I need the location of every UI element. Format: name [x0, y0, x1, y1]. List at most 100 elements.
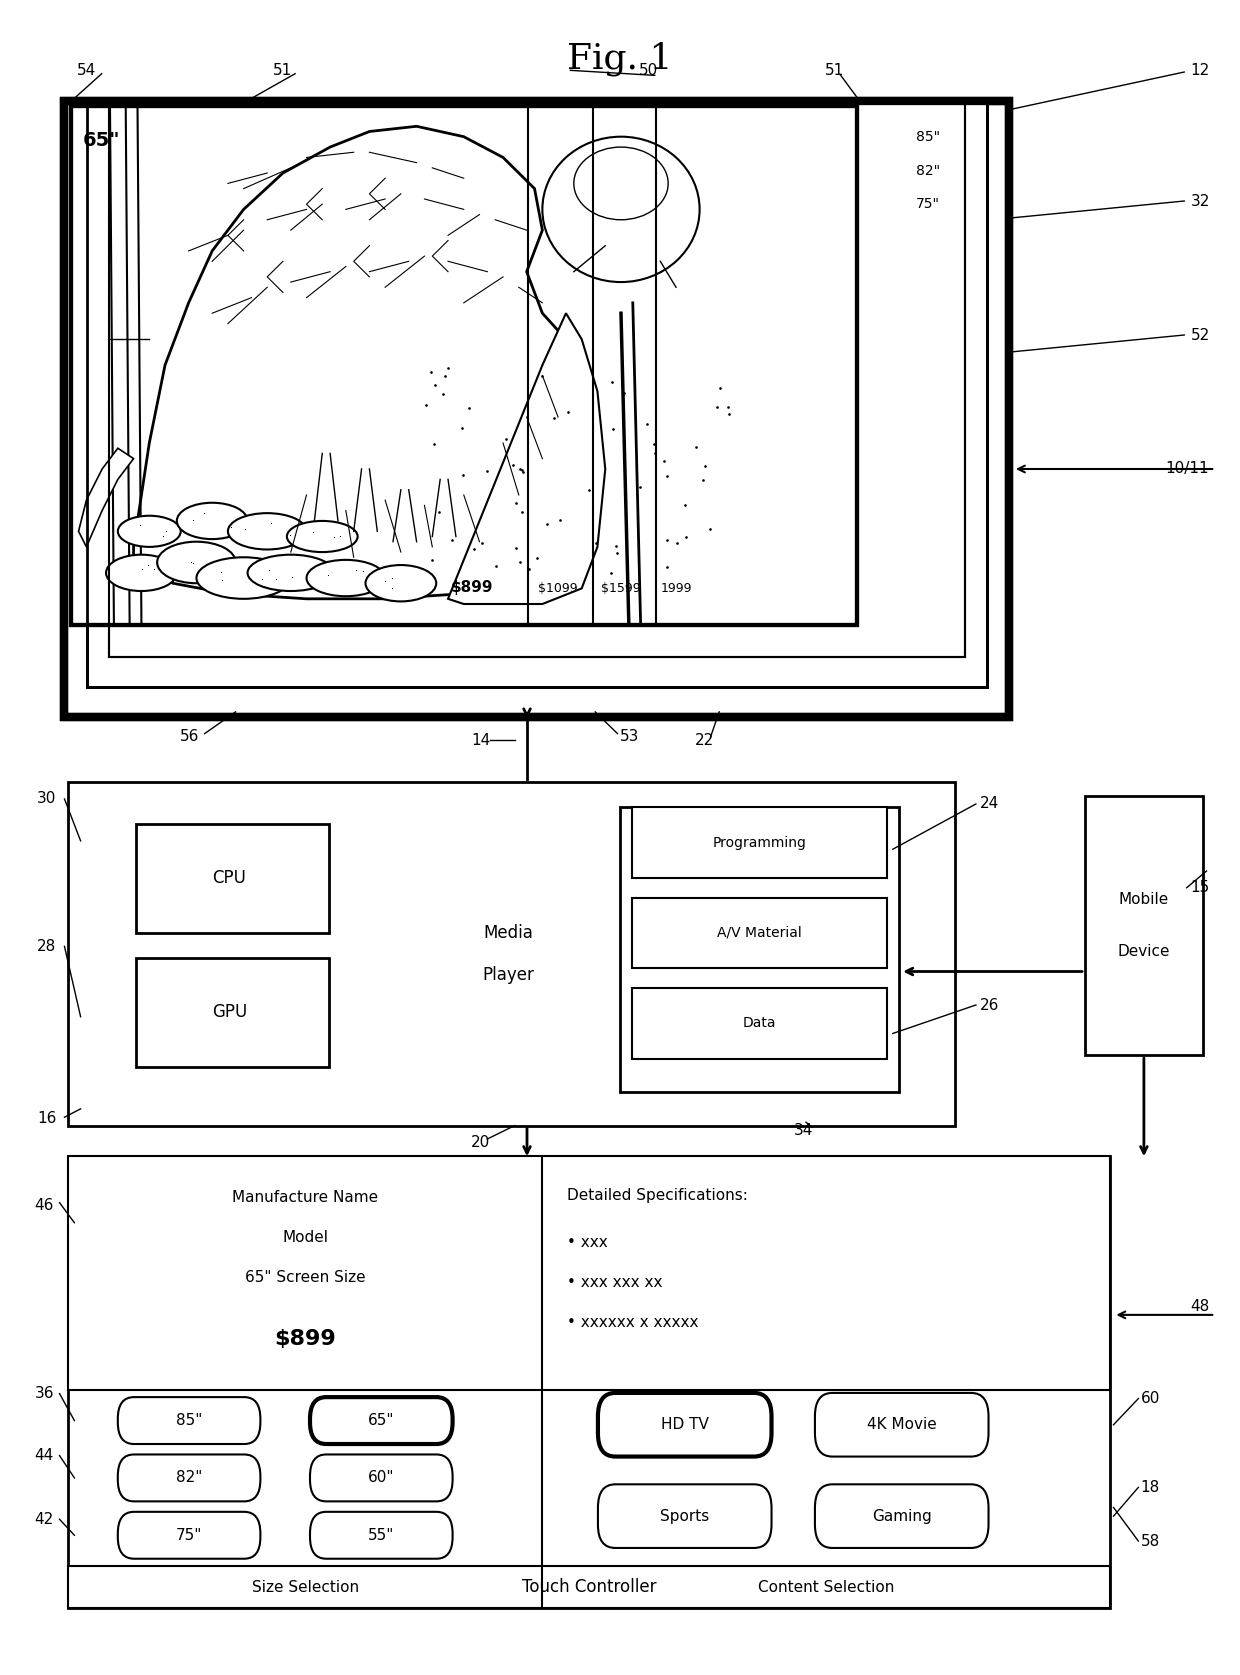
Bar	[71, 106, 857, 625]
Text: 44: 44	[35, 1449, 55, 1462]
Bar	[68, 1156, 1110, 1390]
Text: Data: Data	[743, 1017, 776, 1030]
Text: 4K Movie: 4K Movie	[867, 1417, 936, 1432]
Text: Manufacture Name: Manufacture Name	[232, 1191, 378, 1206]
Bar	[74, 111, 853, 620]
Text: 54: 54	[77, 64, 97, 77]
Text: 52: 52	[1190, 328, 1210, 342]
Text: $1599: $1599	[601, 581, 641, 595]
Text: 12: 12	[1190, 64, 1210, 77]
Text: Media: Media	[484, 925, 533, 941]
Polygon shape	[78, 449, 134, 546]
Text: 65": 65"	[83, 131, 120, 149]
Text: 36: 36	[35, 1387, 55, 1400]
Ellipse shape	[542, 137, 699, 281]
Text: $899: $899	[274, 1328, 336, 1348]
Bar	[87, 100, 987, 687]
Text: 56: 56	[180, 730, 200, 744]
Text: 65" Screen Size: 65" Screen Size	[244, 1270, 366, 1285]
Bar	[87, 100, 987, 687]
Bar	[64, 100, 1009, 717]
Ellipse shape	[574, 147, 668, 219]
FancyBboxPatch shape	[118, 1397, 260, 1444]
Text: • xxxxxx x xxxxx: • xxxxxx x xxxxx	[567, 1315, 698, 1330]
Text: $1099: $1099	[538, 581, 578, 595]
FancyBboxPatch shape	[118, 1454, 260, 1501]
FancyBboxPatch shape	[118, 1513, 260, 1559]
Text: 26: 26	[980, 998, 999, 1012]
Bar	[64, 100, 1009, 717]
Bar	[68, 782, 955, 1126]
Polygon shape	[448, 313, 605, 605]
Bar	[632, 988, 887, 1059]
FancyBboxPatch shape	[815, 1394, 988, 1457]
Ellipse shape	[107, 554, 177, 591]
Bar	[68, 1156, 1110, 1608]
Text: 28: 28	[37, 940, 57, 953]
Bar	[136, 958, 329, 1067]
Text: 32: 32	[1190, 194, 1210, 208]
Text: 85": 85"	[176, 1414, 202, 1429]
Text: 85": 85"	[916, 131, 940, 144]
Text: HD TV: HD TV	[661, 1417, 709, 1432]
Text: Device: Device	[1117, 945, 1171, 958]
Text: Model: Model	[283, 1231, 329, 1245]
FancyBboxPatch shape	[815, 1484, 988, 1548]
Text: Content Selection: Content Selection	[758, 1581, 894, 1595]
Text: 82": 82"	[176, 1471, 202, 1486]
Text: 24: 24	[980, 797, 999, 811]
Text: Detailed Specifications:: Detailed Specifications:	[567, 1188, 748, 1203]
FancyBboxPatch shape	[310, 1397, 453, 1444]
Text: 51: 51	[273, 64, 293, 77]
Text: 46: 46	[35, 1199, 55, 1213]
Text: • xxx: • xxx	[567, 1234, 608, 1250]
Ellipse shape	[157, 541, 236, 583]
Bar	[632, 898, 887, 968]
Text: 34: 34	[794, 1124, 813, 1137]
Text: 60": 60"	[368, 1471, 394, 1486]
Text: 22: 22	[694, 734, 714, 747]
Bar	[109, 100, 965, 657]
Text: 10/11: 10/11	[1166, 462, 1209, 476]
FancyBboxPatch shape	[598, 1484, 771, 1548]
Text: 16: 16	[37, 1112, 57, 1126]
Ellipse shape	[286, 521, 357, 553]
Text: Mobile: Mobile	[1118, 893, 1169, 906]
Text: Sports: Sports	[660, 1509, 709, 1524]
Text: 50: 50	[639, 64, 658, 77]
Text: $899: $899	[450, 580, 492, 595]
Bar	[71, 106, 857, 625]
Bar	[1085, 796, 1203, 1055]
Text: Size Selection: Size Selection	[252, 1581, 358, 1595]
FancyBboxPatch shape	[310, 1454, 453, 1501]
Text: GPU: GPU	[212, 1003, 247, 1020]
Ellipse shape	[366, 564, 436, 601]
Ellipse shape	[306, 559, 386, 596]
Polygon shape	[134, 126, 582, 600]
Text: Touch Controller: Touch Controller	[522, 1578, 656, 1596]
Ellipse shape	[228, 513, 306, 549]
Text: 30: 30	[37, 792, 57, 806]
Text: • xxx xxx xx: • xxx xxx xx	[567, 1275, 662, 1290]
Ellipse shape	[177, 502, 248, 539]
Text: 14: 14	[471, 734, 491, 747]
Text: Fig. 1: Fig. 1	[567, 42, 673, 75]
Text: Gaming: Gaming	[872, 1509, 931, 1524]
Text: 82": 82"	[916, 164, 940, 178]
FancyBboxPatch shape	[598, 1394, 771, 1457]
Bar	[109, 100, 965, 657]
Text: 18: 18	[1141, 1481, 1161, 1494]
Text: CPU: CPU	[212, 869, 247, 886]
Text: 15: 15	[1190, 881, 1210, 894]
Bar	[136, 824, 329, 933]
Text: 65": 65"	[368, 1414, 394, 1429]
Text: 60: 60	[1141, 1392, 1161, 1405]
Text: 58: 58	[1141, 1534, 1161, 1548]
Text: Player: Player	[482, 966, 534, 983]
Text: A/V Material: A/V Material	[717, 926, 802, 940]
Ellipse shape	[196, 558, 291, 600]
Bar	[620, 807, 899, 1092]
Text: Programming: Programming	[713, 836, 806, 849]
Bar	[68, 1566, 1110, 1608]
Ellipse shape	[118, 516, 181, 548]
